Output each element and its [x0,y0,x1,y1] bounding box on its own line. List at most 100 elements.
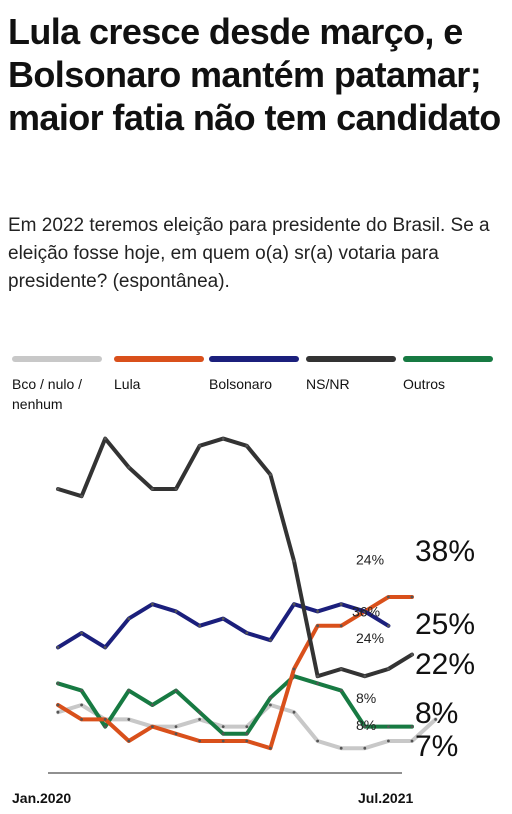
data-point [198,444,202,448]
legend-item-lula: Lula [114,356,206,394]
chart-subtitle: Em 2022 teremos eleição para presidente … [8,215,490,292]
data-point [198,739,202,743]
data-point [410,739,414,743]
data-point [245,739,249,743]
data-point [292,710,296,714]
data-point [103,646,107,649]
data-point [151,602,154,606]
data-point [269,703,272,707]
data-point [80,703,83,707]
legend-swatch [114,356,204,362]
data-point [316,682,319,685]
legend-swatch [209,356,299,362]
data-point [127,718,131,721]
data-point [174,487,178,491]
data-point [80,718,83,721]
data-point [174,689,178,692]
data-point [151,725,154,728]
data-label-big: 25% [415,608,475,641]
data-point [269,696,272,700]
data-point [198,624,202,628]
data-point [245,631,249,635]
legend-item-bco-nulo: Bco / nulo / nenhum [12,356,104,414]
data-point [410,653,414,656]
data-point [387,624,390,628]
data-point [387,595,390,599]
data-point [316,674,319,678]
x-axis-end-label: Jul.2021 [358,790,414,806]
data-point [80,689,83,692]
data-point [410,595,414,599]
data-point [127,689,131,692]
data-point [387,739,390,743]
data-point [269,638,272,642]
data-point [56,646,60,649]
series-line-3 [56,436,414,679]
legend-label: Lula [114,376,141,392]
data-point [80,631,83,635]
series-line-1 [56,595,414,751]
legend-swatch [403,356,493,362]
data-point [174,610,178,613]
data-point [339,746,343,750]
data-point [363,725,367,728]
data-point [316,739,319,743]
data-point [221,732,225,736]
legend-swatch [306,356,396,362]
data-point [269,746,272,750]
data-point [127,617,131,620]
legend-item-ns-nr: NS/NR [306,356,398,394]
data-label-small: 8% [356,717,376,733]
data-label-small: 24% [356,552,384,568]
data-point [292,602,296,606]
legend-label: Outros [403,376,446,392]
data-point [245,732,249,736]
data-point [56,682,60,685]
data-point [127,466,131,469]
legend-label: Bolsonaro [209,376,273,392]
data-label-big: 7% [415,730,458,763]
data-point [339,624,343,628]
data-point [363,610,367,613]
data-point [363,746,367,750]
legend-item-outros: Outros [403,356,495,394]
data-point [221,739,225,743]
data-point [387,725,390,728]
data-point [174,725,178,728]
data-point [339,667,343,671]
data-point [198,710,202,714]
data-point [387,667,390,671]
legend-label: Bco / nulo / nenhum [12,376,83,412]
data-point [103,437,107,440]
data-point [339,602,343,606]
data-point [127,739,131,743]
data-point [221,437,225,440]
data-point [174,732,178,736]
data-point [434,718,437,721]
data-label-small: 36% [352,603,380,619]
data-label-big: 8% [415,697,458,730]
data-point [103,718,107,721]
data-label-big: 38% [415,535,475,568]
data-point [56,487,60,491]
x-axis-start-label: Jan.2020 [12,790,72,806]
data-point [292,667,296,671]
series-line-4 [56,674,414,736]
data-point [80,494,83,498]
data-point [56,710,60,714]
data-point [103,725,107,728]
data-point [292,559,296,563]
data-point [56,703,60,707]
legend-item-bolsonaro: Bolsonaro [209,356,301,394]
data-point [245,725,249,728]
data-point [339,689,343,692]
data-point [198,718,202,721]
data-point [410,725,414,728]
data-point [151,487,154,491]
data-point [221,725,225,728]
data-label-big: 22% [415,648,475,681]
legend-swatch [12,356,102,362]
data-label-small: 24% [356,630,384,646]
data-point [316,624,319,628]
data-label-small: 8% [356,690,376,706]
